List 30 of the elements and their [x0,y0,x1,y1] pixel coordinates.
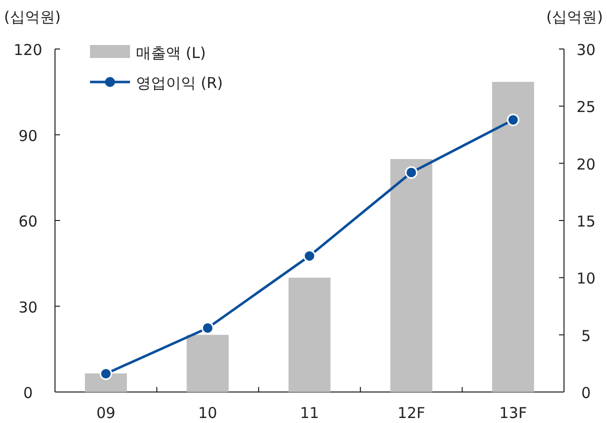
y2-tick-label: 15 [576,212,596,230]
bar [288,278,330,392]
x-tick-label: 10 [198,404,218,422]
y-tick-label: 60 [18,212,38,230]
y-tick-label: 90 [18,126,38,145]
x-tick-label: 09 [96,404,116,422]
point [303,250,316,262]
y2-tick-label: 10 [576,270,596,288]
bar [492,82,534,392]
y2-tick-label: 20 [576,155,596,174]
y2-tick-label: 0 [581,384,591,402]
bar [186,334,229,392]
legend-label: 영업이익 (R) [136,74,223,92]
point [405,166,418,179]
y2-tick-label: 5 [581,326,591,345]
y2-tick-label: 30 [576,41,596,59]
y2-axis-title: (십억원) [546,8,603,26]
y-tick-label: 0 [23,384,33,402]
point [201,322,214,334]
y-axis-title: (십억원) [4,8,61,26]
bar [84,373,127,392]
point [506,114,520,126]
y-tick-label: 30 [18,298,38,316]
x-tick-label: 13F [499,404,527,422]
x-tick-label: 11 [300,404,320,422]
bar [390,159,432,392]
y2-tick-label: 25 [576,98,596,116]
legend-label: 매출액 (L) [136,44,206,62]
x-tick-label: 12F [397,404,426,422]
y-tick-label: 120 [14,41,42,59]
